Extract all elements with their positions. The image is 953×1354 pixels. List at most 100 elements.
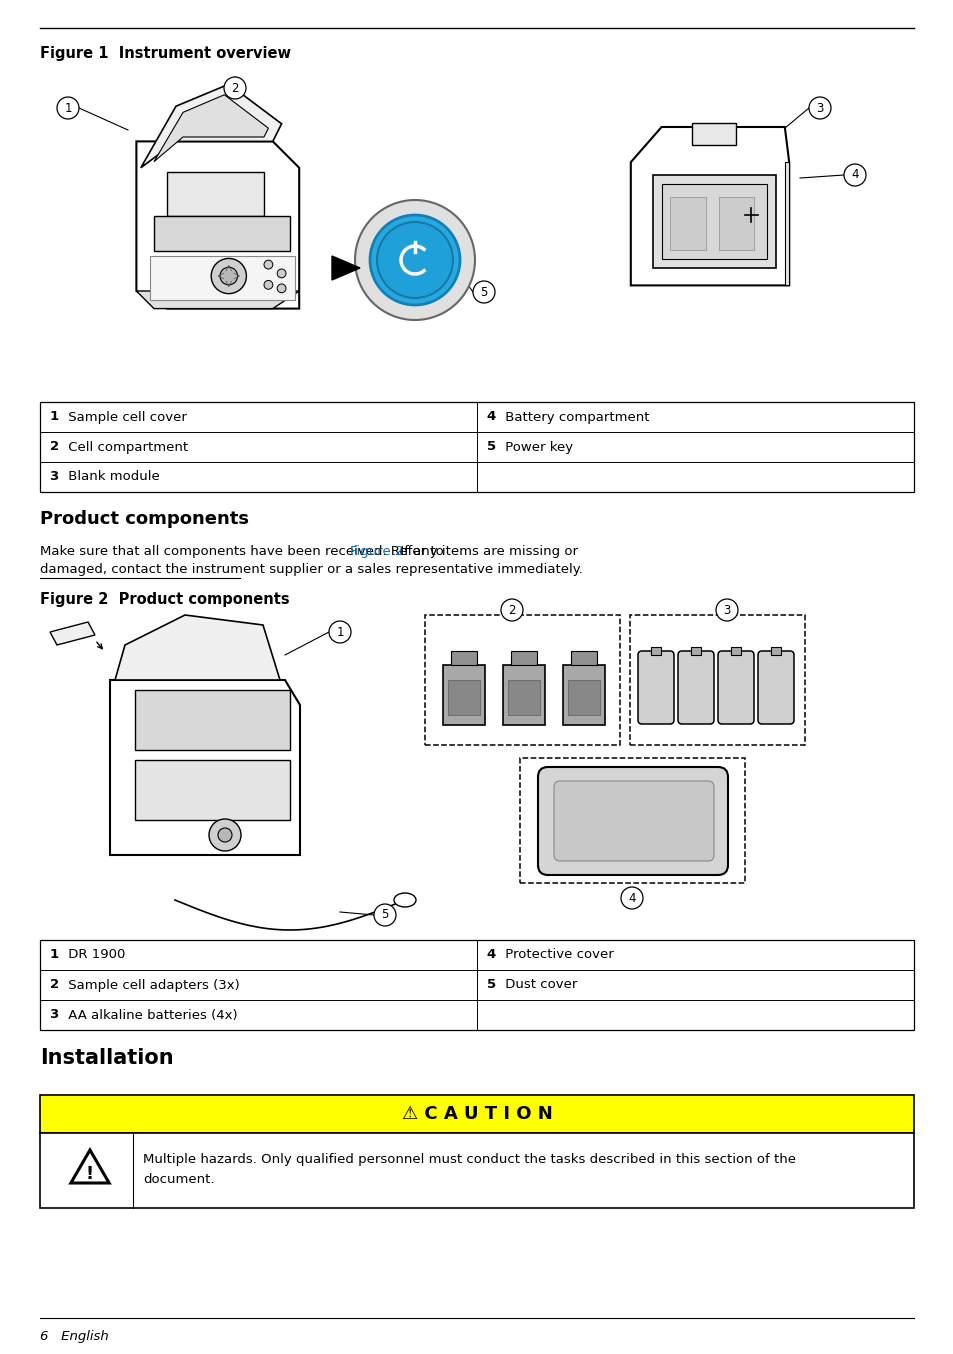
Text: 5: 5 [479,286,487,298]
Text: Figure 2: Figure 2 [350,546,403,558]
Bar [690,647,700,655]
Bar [135,760,290,821]
Circle shape [218,829,232,842]
Text: 4: 4 [486,949,500,961]
Text: Installation: Installation [40,1048,173,1068]
Bar [629,615,804,745]
Text: 5: 5 [381,909,388,922]
Text: AA alkaline batteries (4x): AA alkaline batteries (4x) [64,1009,237,1021]
Bar [718,198,753,250]
Circle shape [57,97,79,119]
Polygon shape [136,141,299,309]
Bar [571,651,597,665]
Circle shape [473,282,495,303]
Polygon shape [630,127,788,286]
Text: 4: 4 [850,168,858,181]
Circle shape [211,259,246,294]
Polygon shape [136,291,299,309]
Bar [519,758,744,883]
Polygon shape [652,176,775,268]
Text: Blank module: Blank module [64,470,159,483]
FancyBboxPatch shape [718,651,753,724]
Text: ⚠ C A U T I O N: ⚠ C A U T I O N [401,1105,552,1122]
Circle shape [209,819,241,852]
Text: 2: 2 [50,440,64,454]
Text: damaged, contact the instrument supplier or a sales representative immediately.: damaged, contact the instrument supplier… [40,563,582,575]
Text: 3: 3 [722,604,730,616]
Text: Protective cover: Protective cover [500,949,613,961]
FancyBboxPatch shape [758,651,793,724]
Text: Sample cell cover: Sample cell cover [64,410,187,424]
Text: 2: 2 [50,979,64,991]
Text: Product components: Product components [40,510,249,528]
Polygon shape [562,665,604,724]
Text: 3: 3 [50,1009,64,1021]
Polygon shape [150,256,294,299]
Circle shape [264,280,273,290]
Bar [40,940,913,1030]
Bar [135,691,290,750]
Circle shape [716,598,738,621]
Circle shape [220,267,237,284]
Text: 6   English: 6 English [40,1330,109,1343]
Text: 3: 3 [50,470,64,483]
Bar [424,615,619,745]
Bar [507,680,539,715]
Text: 4: 4 [486,410,500,424]
Polygon shape [153,95,268,161]
Text: Battery compartment: Battery compartment [500,410,649,424]
Text: 5: 5 [486,979,500,991]
Polygon shape [502,665,544,724]
Text: DR 1900: DR 1900 [64,949,125,961]
Polygon shape [110,680,299,854]
Circle shape [355,200,475,320]
FancyBboxPatch shape [638,651,673,724]
Circle shape [277,269,286,278]
Polygon shape [784,162,788,286]
Circle shape [620,887,642,909]
Polygon shape [442,665,484,724]
Polygon shape [661,184,766,259]
Circle shape [264,260,273,269]
FancyBboxPatch shape [678,651,713,724]
Polygon shape [141,84,281,168]
Text: Dust cover: Dust cover [500,979,577,991]
Polygon shape [167,172,264,217]
Ellipse shape [394,894,416,907]
Circle shape [376,222,453,298]
Text: 2: 2 [508,604,516,616]
Text: 5: 5 [486,440,500,454]
Polygon shape [50,621,95,645]
Bar [451,651,476,665]
Text: Figure 1  Instrument overview: Figure 1 Instrument overview [40,46,291,61]
FancyBboxPatch shape [554,781,713,861]
Circle shape [224,77,246,99]
Circle shape [808,97,830,119]
Polygon shape [71,1150,109,1183]
Circle shape [329,621,351,643]
Circle shape [843,164,865,185]
Bar [567,680,599,715]
Text: . If any items are missing or: . If any items are missing or [392,546,578,558]
Text: 1: 1 [64,102,71,115]
Text: 1: 1 [335,626,343,639]
Bar [40,1133,913,1208]
Text: 4: 4 [628,891,635,904]
Polygon shape [332,256,359,280]
Text: Cell compartment: Cell compartment [64,440,188,454]
Polygon shape [115,615,280,680]
Bar [511,651,537,665]
Bar [40,402,913,492]
Text: Make sure that all components have been received. Refer to: Make sure that all components have been … [40,546,448,558]
Circle shape [370,215,459,305]
Bar [670,198,705,250]
Text: 1: 1 [50,410,64,424]
FancyBboxPatch shape [537,766,727,875]
Text: Sample cell adapters (3x): Sample cell adapters (3x) [64,979,239,991]
Text: 3: 3 [816,102,822,115]
Text: !: ! [86,1164,94,1183]
Text: 1: 1 [50,949,64,961]
Text: document.: document. [143,1173,214,1186]
Bar [730,647,740,655]
Bar [40,1095,913,1133]
